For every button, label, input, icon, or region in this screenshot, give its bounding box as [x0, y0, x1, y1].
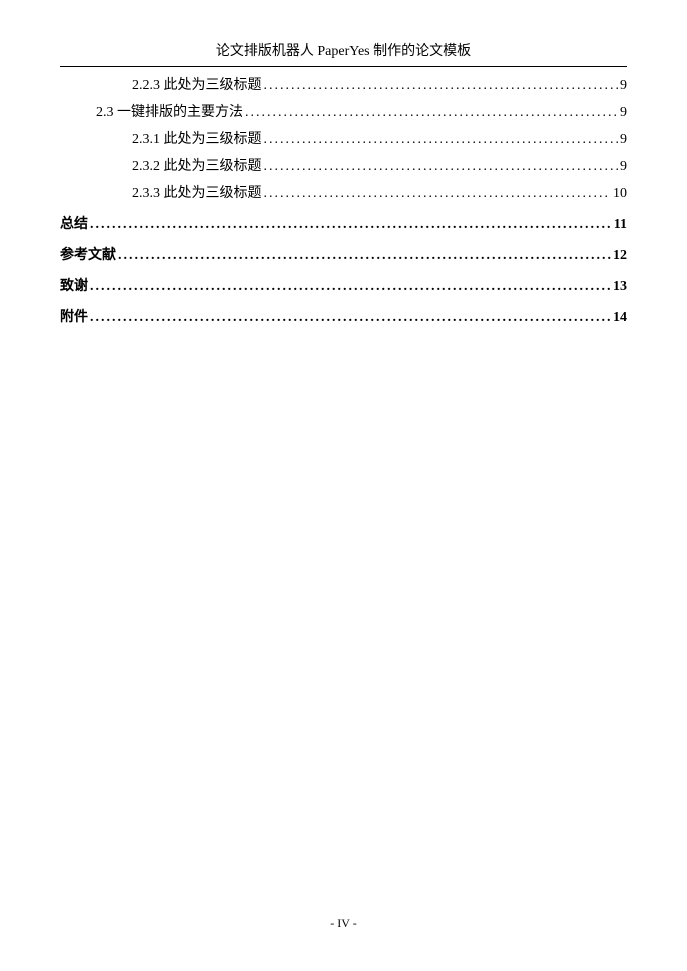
toc-page-number: 9: [620, 75, 627, 96]
toc-label: 附件: [60, 307, 88, 328]
toc-entry: 致谢 13: [60, 276, 627, 297]
toc-page-number: 14: [613, 307, 627, 328]
toc-label: 2.3.3 此处为三级标题: [132, 183, 262, 204]
toc-label: 2.3.2 此处为三级标题: [132, 156, 262, 177]
toc-label: 2.3 一键排版的主要方法: [96, 102, 243, 123]
toc-page-number: 9: [620, 129, 627, 150]
toc-page-number: 9: [620, 156, 627, 177]
toc-entry: 2.2.3 此处为三级标题 9: [60, 75, 627, 96]
toc-dots: [264, 75, 619, 96]
toc-label: 2.3.1 此处为三级标题: [132, 129, 262, 150]
toc-group-1: 2.2.3 此处为三级标题 9 2.3 一键排版的主要方法 9 2.3.1 此处…: [60, 75, 627, 204]
toc-dots: [245, 102, 618, 123]
toc-dots: [264, 156, 619, 177]
toc-entry: 2.3.3 此处为三级标题 10: [60, 183, 627, 204]
toc-page-number: 12: [613, 245, 627, 266]
toc-page-number: 13: [613, 276, 627, 297]
document-page: 论文排版机器人 PaperYes 制作的论文模板 2.2.3 此处为三级标题 9…: [0, 0, 687, 971]
toc-page-number: 10: [613, 183, 627, 204]
toc-dots: [118, 245, 611, 266]
toc-label: 2.2.3 此处为三级标题: [132, 75, 262, 96]
toc-entry: 参考文献 12: [60, 245, 627, 266]
toc-dots: [90, 214, 612, 235]
toc-label: 致谢: [60, 276, 88, 297]
toc-group-4: 致谢 13: [60, 276, 627, 297]
toc-entry: 2.3.2 此处为三级标题 9: [60, 156, 627, 177]
page-number-label: - IV -: [330, 916, 356, 930]
page-header: 论文排版机器人 PaperYes 制作的论文模板: [60, 40, 627, 67]
toc-entry: 附件 14: [60, 307, 627, 328]
toc-dots: [264, 129, 619, 150]
toc-dots: [90, 307, 611, 328]
toc-entry: 2.3 一键排版的主要方法 9: [60, 102, 627, 123]
toc-group-5: 附件 14: [60, 307, 627, 328]
toc-label: 参考文献: [60, 245, 116, 266]
toc-content: 2.2.3 此处为三级标题 9 2.3 一键排版的主要方法 9 2.3.1 此处…: [60, 75, 627, 916]
toc-dots: [90, 276, 611, 297]
toc-entry: 2.3.1 此处为三级标题 9: [60, 129, 627, 150]
toc-entry: 总结 11: [60, 214, 627, 235]
page-footer: - IV -: [60, 916, 627, 941]
toc-dots: [264, 183, 612, 204]
header-title: 论文排版机器人 PaperYes 制作的论文模板: [216, 44, 471, 59]
toc-page-number: 11: [614, 214, 627, 235]
toc-group-2: 总结 11: [60, 214, 627, 235]
toc-group-3: 参考文献 12: [60, 245, 627, 266]
toc-label: 总结: [60, 214, 88, 235]
toc-page-number: 9: [620, 102, 627, 123]
